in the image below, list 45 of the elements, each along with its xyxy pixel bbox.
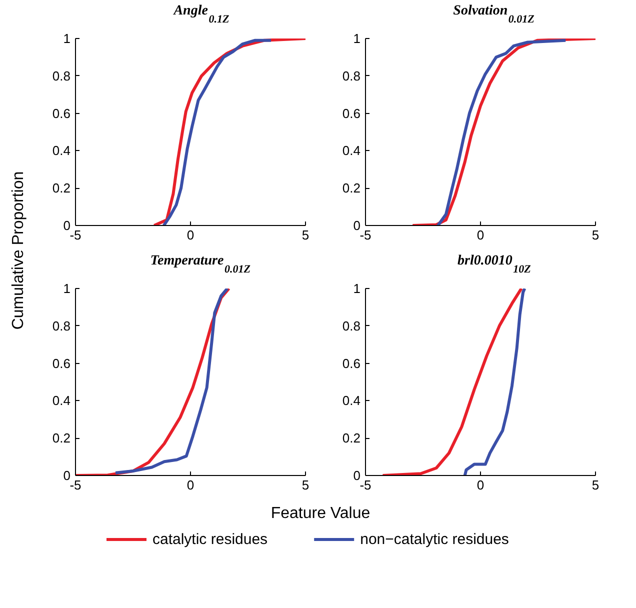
y-tick-label: 0.4 (342, 393, 361, 408)
line-series (463, 288, 526, 476)
x-tick-label: -5 (70, 478, 82, 492)
x-tick-label: 0 (476, 478, 484, 492)
y-tick-label: 0 (353, 218, 361, 233)
y-tick-label: 0 (63, 218, 71, 233)
y-tick-label: 0.2 (52, 180, 71, 196)
legend-label: catalytic residues (152, 531, 268, 548)
line-series (381, 288, 523, 476)
x-tick-label: -5 (360, 478, 372, 492)
x-tick-label: 5 (592, 228, 600, 242)
x-tick-label: 5 (592, 478, 600, 492)
line-series (162, 38, 272, 226)
y-tick-label: 0.8 (52, 318, 71, 334)
y-tick-label: 1 (353, 281, 361, 296)
x-tick-label: -5 (70, 228, 82, 242)
x-tick-label: 5 (302, 228, 310, 242)
y-tick-label: 0.2 (52, 430, 71, 446)
x-axis-title: Feature Value (270, 505, 370, 522)
y-tick-label: 0.6 (52, 356, 71, 371)
x-tick-label: 0 (186, 478, 194, 492)
y-tick-label: 0.6 (342, 106, 361, 121)
y-tick-label: 1 (63, 31, 71, 46)
y-tick-label: 0.4 (52, 393, 71, 408)
x-tick-label: -5 (360, 228, 372, 242)
y-tick-label: 0 (63, 468, 71, 483)
y-tick-label: 0.8 (52, 68, 71, 84)
y-tick-label: 1 (353, 31, 361, 46)
x-tick-label: 5 (302, 478, 310, 492)
y-tick-label: 0.4 (52, 143, 71, 158)
y-tick-label: 0.8 (342, 68, 361, 84)
y-tick-label: 1 (63, 281, 71, 296)
line-series (436, 38, 568, 226)
y-tick-label: 0.6 (52, 106, 71, 121)
y-tick-label: 0.8 (342, 318, 361, 334)
x-tick-label: 0 (186, 228, 194, 242)
y-tick-label: 0.2 (342, 180, 361, 196)
line-series (114, 288, 229, 474)
y-tick-label: 0.4 (342, 143, 361, 158)
y-tick-label: 0 (353, 468, 361, 483)
y-tick-label: 0.6 (342, 356, 361, 371)
legend-label: non−catalytic residues (360, 531, 509, 548)
x-tick-label: 0 (476, 228, 484, 242)
y-tick-label: 0.2 (342, 430, 361, 446)
y-axis-title: Cumulative Proportion (10, 171, 27, 330)
